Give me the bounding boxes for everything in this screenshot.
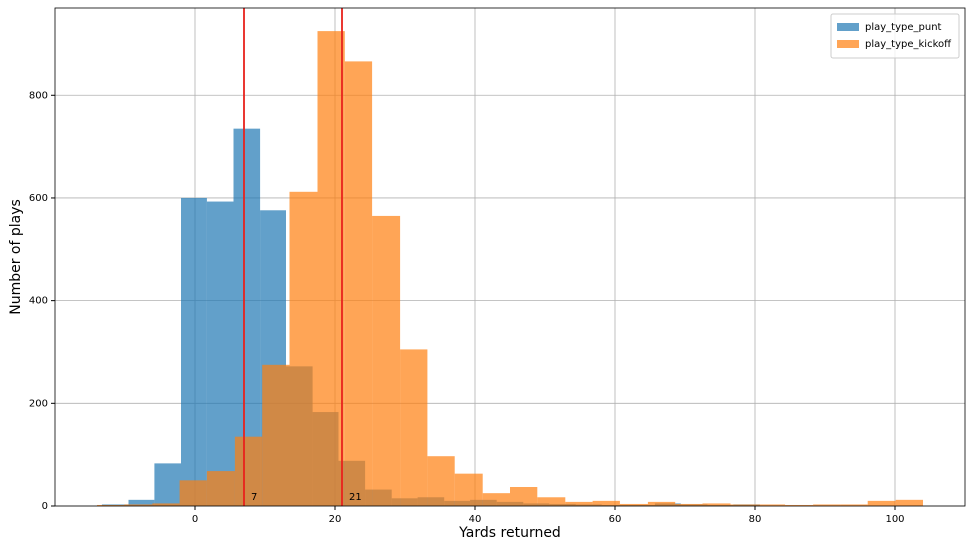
bar: [400, 349, 428, 506]
bar: [867, 500, 896, 506]
x-axis-label: Yards returned: [458, 525, 561, 541]
x-tick-label: 60: [609, 514, 622, 525]
y-tick-label: 0: [42, 501, 48, 512]
y-tick-label: 400: [29, 296, 48, 307]
bar: [619, 503, 648, 506]
legend-box: [830, 13, 960, 59]
bar: [97, 504, 125, 506]
bar: [454, 473, 483, 506]
x-tick-label: 20: [329, 514, 342, 525]
legend-label: play_type_kickoff: [865, 39, 952, 50]
bar: [565, 501, 593, 506]
bar: [730, 504, 758, 506]
bar: [152, 503, 180, 506]
plot-frame: [54, 7, 966, 507]
bar: [592, 500, 620, 506]
y-tick-label: 800: [29, 90, 48, 101]
bar: [344, 61, 373, 507]
legend-swatch: [837, 23, 859, 31]
bar: [179, 480, 207, 506]
bar: [124, 504, 153, 506]
y-axis-label: Number of plays: [8, 199, 24, 315]
bar: [206, 201, 234, 506]
bar: [647, 501, 676, 506]
bar: [510, 487, 538, 506]
bar: [262, 364, 290, 506]
reference-label: 21: [349, 492, 362, 503]
x-tick-label: 80: [749, 514, 762, 525]
legend-label: play_type_punt: [865, 22, 942, 33]
bar: [289, 191, 318, 506]
x-tick-label: 0: [192, 514, 198, 525]
legend-swatch: [837, 40, 859, 48]
y-tick-label: 200: [29, 398, 48, 409]
bar: [840, 504, 868, 506]
y-tick-label: 600: [29, 193, 48, 204]
x-tick-label: 100: [885, 514, 904, 525]
bar: [813, 504, 841, 506]
bar: [895, 499, 923, 506]
bar: [317, 31, 345, 507]
bar: [128, 499, 155, 506]
x-tick-label: 40: [469, 514, 482, 525]
bar: [154, 463, 181, 506]
reference-label: 7: [251, 492, 257, 503]
bar: [372, 215, 401, 506]
bar: [675, 503, 703, 506]
bar: [234, 436, 263, 506]
bar: [702, 503, 731, 506]
bar: [427, 456, 455, 506]
bar: [785, 504, 814, 506]
bar: [757, 504, 786, 506]
bar: [537, 497, 566, 506]
bar: [482, 493, 510, 506]
bar: [181, 197, 207, 507]
bar: [206, 471, 235, 506]
